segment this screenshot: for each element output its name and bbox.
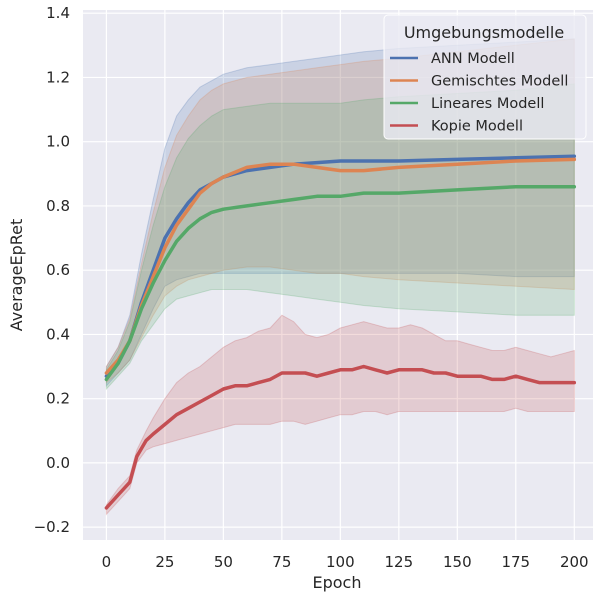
x-tick-label: 100 [326, 553, 355, 571]
x-tick-label: 0 [102, 553, 112, 571]
legend-title: Umgebungsmodelle [404, 23, 564, 42]
legend-label-kopie-modell: Kopie Modell [431, 119, 523, 135]
y-tick-label: 1.0 [46, 133, 70, 151]
y-tick-label: 1.2 [46, 68, 70, 86]
x-tick-label: 75 [272, 553, 291, 571]
y-tick-label: −0.2 [34, 518, 70, 536]
y-tick-label: 0.6 [46, 261, 70, 279]
y-axis-label: AverageEpRet [7, 219, 26, 331]
y-tick-label: 0.4 [46, 325, 70, 343]
x-tick-label: 200 [560, 553, 589, 571]
x-axis-ticks: 0 25 50 75 100 125 150 175 200 [102, 553, 589, 571]
x-tick-label: 175 [501, 553, 530, 571]
x-tick-label: 50 [214, 553, 233, 571]
line-kopie-modell [104, 364, 577, 510]
legend-box [383, 14, 587, 140]
y-tick-label: 1.4 [46, 4, 70, 22]
y-tick-label: 0.2 [46, 390, 70, 408]
legend-label-ann-modell: ANN Modell [431, 51, 515, 67]
legend-label-gemischtes-modell: Gemischtes Modell [431, 74, 568, 90]
y-tick-label: 0.8 [46, 197, 70, 215]
line-lineares-modell [104, 184, 577, 382]
legend: Umgebungsmodelle ANN Modell Gemischtes Mo… [383, 14, 587, 140]
x-tick-label: 150 [443, 553, 472, 571]
legend-label-lineares-modell: Lineares Modell [431, 96, 544, 112]
x-axis-label: Epoch [313, 573, 362, 592]
legend-items: ANN Modell Gemischtes Modell Lineares Mode… [390, 51, 568, 135]
x-tick-label: 125 [385, 553, 414, 571]
series-lines [104, 154, 577, 510]
x-tick-label: 25 [155, 553, 174, 571]
line-gemischtes-modell [104, 157, 577, 375]
y-tick-label: 0.0 [46, 454, 70, 472]
y-axis-ticks: −0.2 0.0 0.2 0.4 0.6 0.8 1.0 1.2 1.4 [34, 4, 70, 536]
band-kopie-modell [105, 314, 575, 516]
